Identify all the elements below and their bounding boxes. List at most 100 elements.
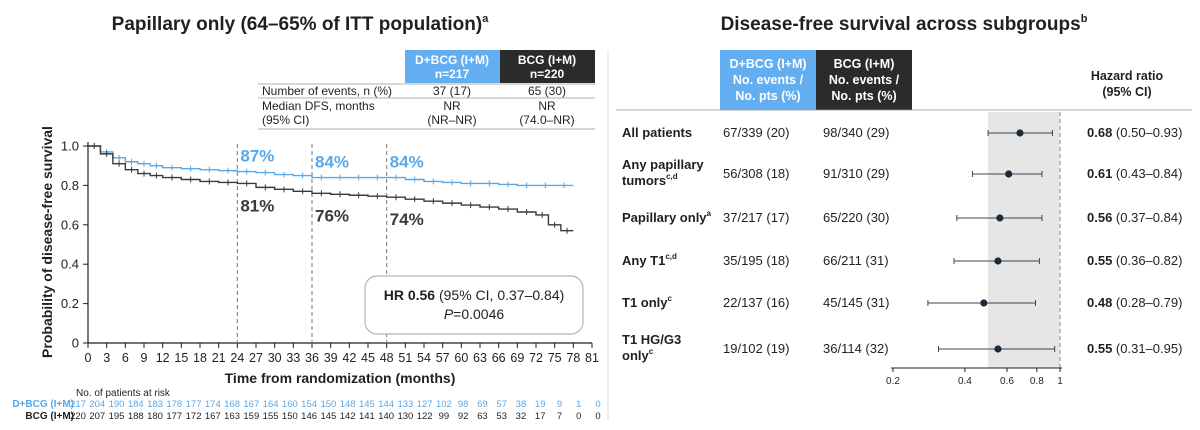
- km-x-tick-label: 69: [510, 351, 524, 365]
- risk-table-cell: 53: [496, 411, 507, 422]
- km-landmark-label-dbcg: 84%: [390, 153, 424, 172]
- forest-row-bcg: 66/211 (31): [823, 253, 889, 268]
- forest-row-dbcg: 19/102 (19): [723, 341, 790, 356]
- km-x-tick-label: 15: [174, 351, 188, 365]
- hr-box-p-value: =0.0046: [453, 306, 504, 322]
- km-y-tick-label: 0.2: [61, 296, 79, 311]
- risk-table-cell: 155: [263, 411, 279, 422]
- forest-title-sup: b: [1081, 13, 1088, 25]
- km-x-tick-label: 21: [212, 351, 226, 365]
- forest-row: T1 onlyc 22/137 (16) 45/145 (31) 0.48 (0.28…: [622, 294, 1182, 310]
- risk-table-cell: 220: [70, 411, 86, 422]
- risk-table-cell: 32: [516, 411, 527, 422]
- forest-row-label: Papillary onlya: [622, 209, 712, 225]
- forest-row-hr: 0.56 (0.37–0.84): [1087, 210, 1182, 225]
- km-x-tick-label: 66: [492, 351, 506, 365]
- hr-box-frame: [364, 275, 584, 335]
- km-x-tick-label: 81: [585, 351, 599, 365]
- km-x-tick-label: 18: [193, 351, 207, 365]
- forest-shaded-rect: [988, 112, 1060, 368]
- forest-header-dbcg-line2: No. events /: [733, 73, 804, 87]
- risk-table-cell: 150: [320, 399, 336, 410]
- forest-row-label: T1 onlyc: [622, 294, 673, 310]
- hr-box-line1: HR 0.56 (95% CI, 0.37–0.84): [384, 287, 565, 303]
- forest-point: [994, 257, 1002, 265]
- km-x-tick-label: 42: [342, 351, 356, 365]
- risk-table-cell: 160: [282, 399, 298, 410]
- forest-x-tick-label: 0.4: [958, 376, 972, 387]
- forest-shaded-region: [988, 112, 1061, 368]
- risk-table-cell: 207: [89, 411, 105, 422]
- forest-x-tick-label: 1: [1057, 376, 1063, 387]
- summary-table: D+BCG (I+M) n=217 BCG (I+M) n=220 Number…: [258, 50, 595, 130]
- risk-table-cell: 1: [576, 399, 581, 410]
- risk-table-cell: 204: [89, 399, 105, 410]
- forest-row-hr: 0.55 (0.36–0.82): [1087, 253, 1182, 268]
- forest-rows: All patients 67/339 (20) 98/340 (29) 0.68 (…: [622, 125, 1182, 363]
- risk-table-cell: 7: [557, 411, 562, 422]
- forest-row-hr: 0.68 (0.50–0.93): [1087, 125, 1182, 140]
- risk-row-label-bcg: BCG (I+M): [25, 411, 74, 422]
- km-landmark-label-dbcg: 87%: [240, 147, 274, 166]
- hr-box-hr: HR 0.56: [384, 287, 436, 303]
- km-x-tick-label: 27: [249, 351, 263, 365]
- risk-table-cell: 174: [205, 399, 221, 410]
- risk-table-cell: 102: [436, 399, 452, 410]
- forest-header-bcg-line2: No. events /: [829, 73, 900, 87]
- risk-table-cell: 159: [243, 411, 259, 422]
- summary-row-median-bcg: NR: [538, 99, 556, 113]
- forest-row: All patients 67/339 (20) 98/340 (29) 0.68 (…: [622, 125, 1182, 140]
- risk-table-cell: 177: [186, 399, 202, 410]
- risk-table-cell: 145: [359, 399, 375, 410]
- forest-x-tick-label: 0.2: [886, 376, 900, 387]
- summary-row-events-dbcg: 37 (17): [433, 84, 471, 98]
- km-y-tick-label: 0: [72, 336, 79, 351]
- risk-table-cell: 0: [595, 399, 600, 410]
- km-y-tick-label: 0.4: [61, 257, 79, 272]
- km-x-tick-label: 0: [85, 351, 92, 365]
- summary-header-dbcg-line1: D+BCG (I+M): [415, 53, 489, 67]
- forest-header-dbcg-line3: No. pts (%): [735, 89, 800, 103]
- risk-table-cell: 0: [595, 411, 600, 422]
- forest-row: Any papillary tumorsc,d 56/308 (18) 91/310 …: [622, 157, 1182, 188]
- risk-table-cell: 148: [340, 399, 356, 410]
- forest-row-label: All patients: [622, 125, 692, 140]
- forest-row-bcg: 45/145 (31): [823, 295, 890, 310]
- km-panel: Papillary only (64–65% of ITT population…: [12, 13, 600, 422]
- risk-table-cell: 195: [109, 411, 125, 422]
- km-landmark-lines: [236, 144, 388, 343]
- risk-table-cell: 146: [301, 411, 317, 422]
- summary-header-bcg-line1: BCG (I+M): [518, 53, 576, 67]
- km-axes: 00.20.40.60.81.00 3 6 9 12 15 18 21 24 27 30 33 36 39…: [61, 139, 599, 366]
- risk-table-cell: 188: [128, 411, 144, 422]
- forest-header-bcg-line1: BCG (I+M): [834, 57, 895, 71]
- risk-table-cell: 172: [186, 411, 202, 422]
- km-x-tick-label: 48: [380, 351, 394, 365]
- summary-header-bcg-line2: n=220: [530, 67, 565, 81]
- risk-table-cell: 180: [147, 411, 163, 422]
- km-landmark-labels: 87% 84% 84% 81% 76% 74%: [240, 147, 423, 230]
- risk-table-cell: 217: [70, 399, 86, 410]
- km-x-tick-label: 75: [548, 351, 562, 365]
- hr-box: HR 0.56 (95% CI, 0.37–0.84) P=0.0046: [364, 275, 584, 335]
- km-x-tick-label: 3: [103, 351, 110, 365]
- km-title-sup: a: [482, 13, 489, 25]
- km-landmark-label-bcg: 76%: [315, 206, 349, 225]
- risk-table-cell: 9: [557, 399, 562, 410]
- risk-table-cell: 167: [205, 411, 221, 422]
- forest-row-label: T1 HG/G3 onlyc: [622, 332, 681, 363]
- hr-box-p-label: P: [444, 306, 454, 322]
- forest-row-hr: 0.55 (0.31–0.95): [1087, 341, 1182, 356]
- forest-header-bcg-line3: No. pts (%): [831, 89, 896, 103]
- km-x-tick-label: 63: [473, 351, 487, 365]
- risk-table-cell: 63: [477, 411, 488, 422]
- risk-table-cell: 167: [243, 399, 259, 410]
- risk-table-values: 217 204 190 184 183 178 177 174 168 167 164 160 154 1…: [70, 399, 601, 422]
- risk-table-title: No. of patients at risk: [76, 388, 171, 399]
- km-x-tick-label: 54: [417, 351, 431, 365]
- forest-header-hr-line1: Hazard ratio: [1091, 69, 1164, 83]
- km-x-tick-label: 24: [230, 351, 244, 365]
- risk-table-cell: 98: [458, 399, 469, 410]
- hr-box-line2: P=0.0046: [444, 306, 505, 322]
